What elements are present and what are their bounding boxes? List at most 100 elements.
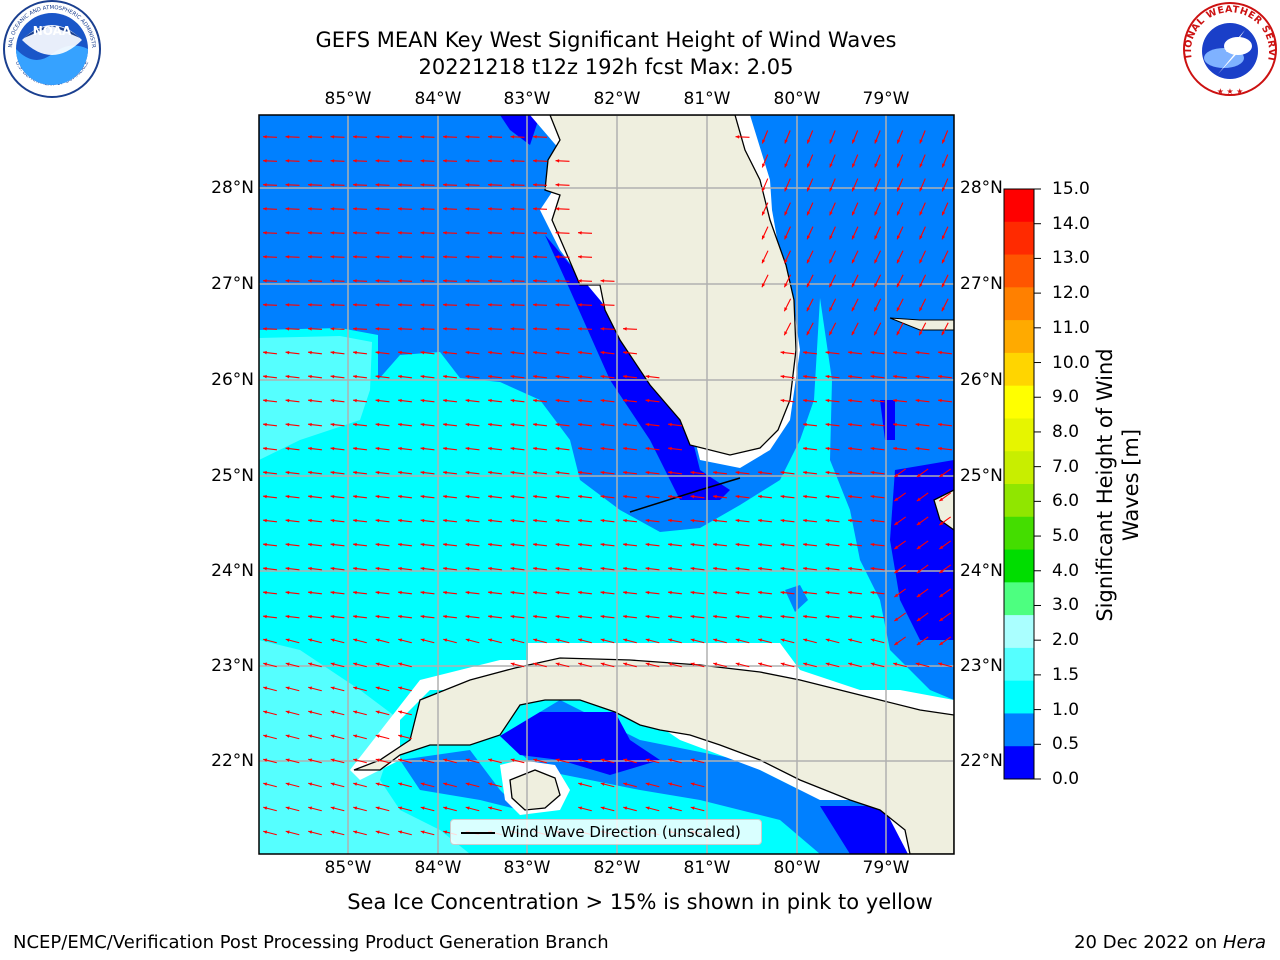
wave-direction-arrowhead bbox=[510, 470, 515, 475]
wave-direction-arrowhead bbox=[870, 494, 875, 499]
wave-direction-arrowhead bbox=[488, 494, 492, 499]
wave-direction-arrowhead bbox=[533, 135, 537, 139]
wave-direction-arrowhead bbox=[893, 662, 898, 666]
wave-direction-arrowhead bbox=[825, 494, 830, 499]
wave-direction-arrowhead bbox=[465, 806, 470, 810]
wave-direction-arrowhead bbox=[375, 231, 380, 235]
wave-direction-arrowhead bbox=[941, 283, 946, 288]
wave-direction-arrowhead bbox=[645, 422, 650, 427]
wind-wave-direction-arrows bbox=[262, 130, 953, 836]
wave-direction-arrowhead bbox=[623, 662, 628, 666]
wave-direction-arrowhead bbox=[825, 542, 830, 547]
wave-direction-arrowhead bbox=[852, 187, 856, 192]
wave-direction-arrowhead bbox=[939, 569, 944, 574]
wave-direction-arrowhead bbox=[420, 255, 425, 259]
wave-direction-arrowhead bbox=[919, 283, 923, 288]
wave-direction-arrowhead bbox=[488, 159, 492, 163]
wave-direction-arrowhead bbox=[465, 303, 470, 307]
wave-direction-arrowhead bbox=[555, 255, 560, 259]
wave-direction-arrowhead bbox=[375, 446, 380, 451]
wave-direction-arrowhead bbox=[803, 662, 808, 666]
wave-direction-arrowhead bbox=[443, 614, 447, 619]
wave-direction-arrowhead bbox=[398, 183, 402, 187]
wave-direction-arrowhead bbox=[330, 135, 335, 139]
wave-direction-arrowhead bbox=[807, 211, 811, 216]
wave-direction-arrowhead bbox=[420, 494, 425, 499]
wave-direction-arrowhead bbox=[623, 806, 628, 810]
wave-direction-arrowhead bbox=[330, 830, 335, 834]
wave-direction-arrowhead bbox=[578, 255, 582, 259]
wave-direction-arrowhead bbox=[848, 614, 852, 619]
wave-direction-arrowhead bbox=[353, 279, 357, 283]
wave-direction-arrowhead bbox=[829, 235, 833, 240]
wave-direction-arrowhead bbox=[713, 518, 717, 523]
wave-direction-arrowhead bbox=[870, 470, 875, 475]
wave-direction-arrowhead bbox=[330, 686, 335, 690]
wave-direction-arrowhead bbox=[353, 662, 358, 666]
noaa-logo-text: NOAA bbox=[33, 24, 72, 38]
wave-direction-arrowhead bbox=[690, 566, 695, 571]
wave-direction-arrowhead bbox=[510, 303, 515, 307]
wave-direction-arrowhead bbox=[600, 494, 605, 499]
wave-direction-arrowhead bbox=[308, 710, 313, 714]
wave-direction-arrowhead bbox=[488, 518, 492, 523]
wave-direction-arrowhead bbox=[398, 518, 402, 523]
wave-direction-arrowhead bbox=[465, 327, 470, 331]
map-grid bbox=[259, 115, 954, 854]
wave-direction-arrowhead bbox=[533, 518, 537, 523]
wave-direction-arrowhead bbox=[285, 494, 290, 499]
wave-direction-arrowhead bbox=[510, 422, 515, 427]
lon-label-bottom: 80°W bbox=[773, 858, 821, 878]
wave-direction-arrowhead bbox=[825, 518, 830, 523]
wave-direction-arrowhead bbox=[330, 518, 335, 523]
wave-direction-arrowhead bbox=[713, 590, 717, 595]
wave-band-0-0-cuba-south bbox=[500, 712, 660, 775]
wave-direction-arrowhead bbox=[600, 446, 605, 451]
wave-direction-arrowhead bbox=[285, 303, 290, 307]
colorbar-segment bbox=[1004, 385, 1034, 419]
wave-direction-arrowhead bbox=[870, 518, 875, 523]
wave-direction-arrowhead bbox=[465, 159, 470, 163]
wave-direction-arrowhead bbox=[443, 374, 447, 379]
wave-direction-arrowhead bbox=[308, 446, 312, 451]
wave-direction-arrowhead bbox=[623, 782, 628, 786]
wave-direction-arrowhead bbox=[285, 207, 290, 211]
wave-direction-arrowhead bbox=[645, 398, 650, 403]
wave-direction-arrowhead bbox=[308, 494, 312, 499]
wave-direction-arrowhead bbox=[780, 590, 785, 595]
wave-direction-arrowhead bbox=[488, 566, 492, 571]
wave-direction-arrowhead bbox=[510, 758, 515, 762]
wave-direction-arrowhead bbox=[263, 183, 267, 187]
lat-label-left: 26°N bbox=[211, 370, 254, 390]
wave-direction-arrowhead bbox=[806, 259, 811, 264]
wave-direction-arrowhead bbox=[874, 283, 878, 288]
wave-direction-arrowhead bbox=[807, 163, 811, 168]
wave-direction-arrowhead bbox=[443, 806, 448, 810]
wave-direction-arrowhead bbox=[825, 566, 830, 571]
colorbar-segment bbox=[1004, 287, 1034, 321]
wave-direction-arrowhead bbox=[555, 350, 560, 355]
wave-direction-arrowhead bbox=[803, 542, 807, 547]
wave-direction-arrowhead bbox=[780, 374, 785, 379]
wave-direction-arrowhead bbox=[285, 542, 290, 547]
wave-direction-arrowhead bbox=[420, 374, 425, 379]
wave-direction-arrowhead bbox=[555, 590, 560, 595]
wave-direction-arrowhead bbox=[285, 734, 290, 738]
wave-direction-arrowhead bbox=[668, 782, 673, 786]
wave-direction-arrowhead bbox=[825, 614, 830, 619]
wave-direction-arrowhead bbox=[829, 139, 833, 144]
wave-direction-arrowhead bbox=[285, 566, 290, 571]
wave-direction-arrowhead bbox=[533, 207, 537, 211]
wave-direction-arrowhead bbox=[285, 279, 290, 283]
wave-direction-arrowhead bbox=[285, 518, 290, 523]
wave-direction-arrowhead bbox=[555, 638, 560, 642]
colorbar-tick-label: 3.0 bbox=[1052, 595, 1080, 616]
lat-label-left: 25°N bbox=[211, 466, 254, 486]
wave-direction-arrowhead bbox=[874, 331, 878, 336]
wave-direction-arrowhead bbox=[668, 494, 672, 499]
wave-direction-arrowhead bbox=[285, 183, 290, 187]
wave-direction-arrowhead bbox=[713, 638, 718, 642]
wave-direction-arrowhead bbox=[578, 638, 583, 642]
wave-direction-arrowhead bbox=[848, 638, 853, 642]
wave-direction-arrowhead bbox=[285, 710, 290, 714]
